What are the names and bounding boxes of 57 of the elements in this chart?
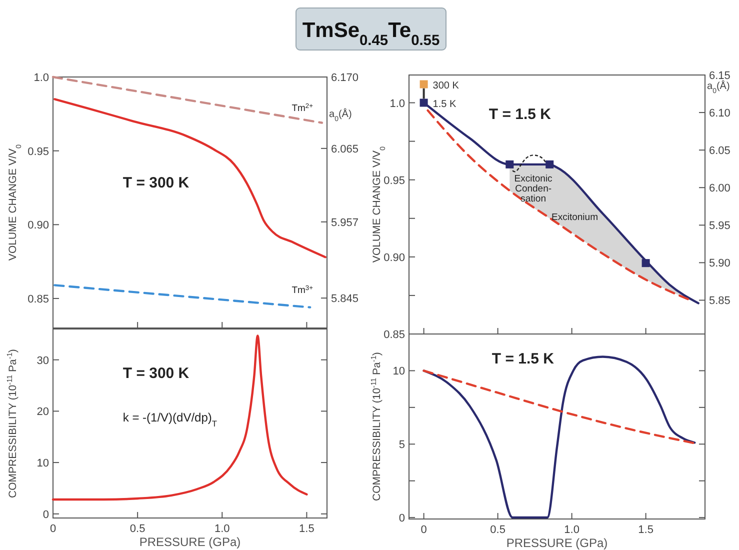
annotation: Excitonic Conden- sation: [514, 174, 553, 205]
series-label: 1.5 K: [432, 98, 456, 110]
y-tick-label: 0.85: [28, 293, 49, 306]
y-tick-label: 0: [42, 508, 49, 521]
y-tick-label: 0.95: [28, 146, 49, 158]
y2-tick-label: 6.065: [331, 143, 359, 156]
y-tick-label: 0.85: [384, 329, 405, 341]
y2-tick-label: 6.170: [331, 72, 359, 84]
x-tick-label: 0: [50, 523, 56, 535]
annotation: T = 1.5 K: [492, 350, 554, 368]
y2-tick-label: 5.845: [331, 293, 359, 306]
point: [420, 80, 428, 88]
y-tick-label: 0.95: [384, 174, 405, 187]
y2-axis-title: a$_{0}$(Å): [707, 80, 730, 94]
annotation: Tm$^{3+}$: [292, 284, 314, 296]
point: [506, 160, 514, 168]
y-tick-label: 10: [392, 366, 405, 378]
x-tick-label: 1.5: [299, 523, 314, 535]
x-tick-label: 1.0: [564, 524, 580, 536]
x-tick-label: 0.5: [490, 524, 506, 536]
x-axis-title: PRESSURE (GPa): [506, 536, 608, 550]
annotation: T = 300 K: [122, 365, 190, 382]
y-tick-label: 1.0: [390, 98, 405, 110]
y2-tick-label: 5.85: [709, 295, 730, 308]
x-tick-label: 0: [420, 524, 427, 536]
x-tick-label: 1.0: [214, 523, 230, 535]
point: [642, 259, 650, 268]
point: [420, 98, 428, 107]
point: [546, 160, 554, 168]
y-tick-label: 5: [398, 439, 405, 452]
y2-tick-label: 5.95: [709, 220, 730, 232]
line-series: [54, 98, 326, 258]
series-label: 300 K: [432, 80, 460, 92]
annotation: T = 300 K: [122, 174, 190, 192]
line-series: [422, 370, 696, 444]
y2-axis-title: a$_{0}$(Å): [329, 108, 352, 122]
y-tick-label: 10: [36, 458, 49, 470]
y2-tick-label: 6.00: [709, 182, 730, 195]
annotation: Excitonium: [552, 212, 598, 224]
y-tick-label: 0.90: [384, 252, 405, 264]
x-tick-label: 0.5: [130, 523, 146, 535]
annotation: Tm$^{2+}$: [292, 102, 314, 114]
x-tick-label: 1.5: [638, 524, 654, 536]
y2-tick-label: 6.10: [709, 108, 730, 120]
y-tick-label: 0.90: [28, 220, 49, 232]
y2-tick-label: 5.90: [709, 258, 730, 270]
x-axis-title: PRESSURE (GPa): [139, 535, 241, 549]
annotation: k = -(1/V)(dV/dp)$_{T}$: [122, 410, 218, 429]
text: TmSe$_{0.45}$Te$_{0.55}$: [302, 19, 440, 49]
y2-tick-label: 6.05: [709, 145, 730, 158]
y-tick-label: 20: [36, 406, 49, 418]
annotation: T = 1.5 K: [488, 106, 552, 124]
y-tick-label: 1.0: [34, 72, 49, 84]
line-series: [52, 334, 308, 501]
y-tick-label: 30: [36, 354, 49, 367]
y-tick-label: 0: [398, 512, 405, 525]
y2-tick-label: 5.957: [331, 216, 359, 229]
